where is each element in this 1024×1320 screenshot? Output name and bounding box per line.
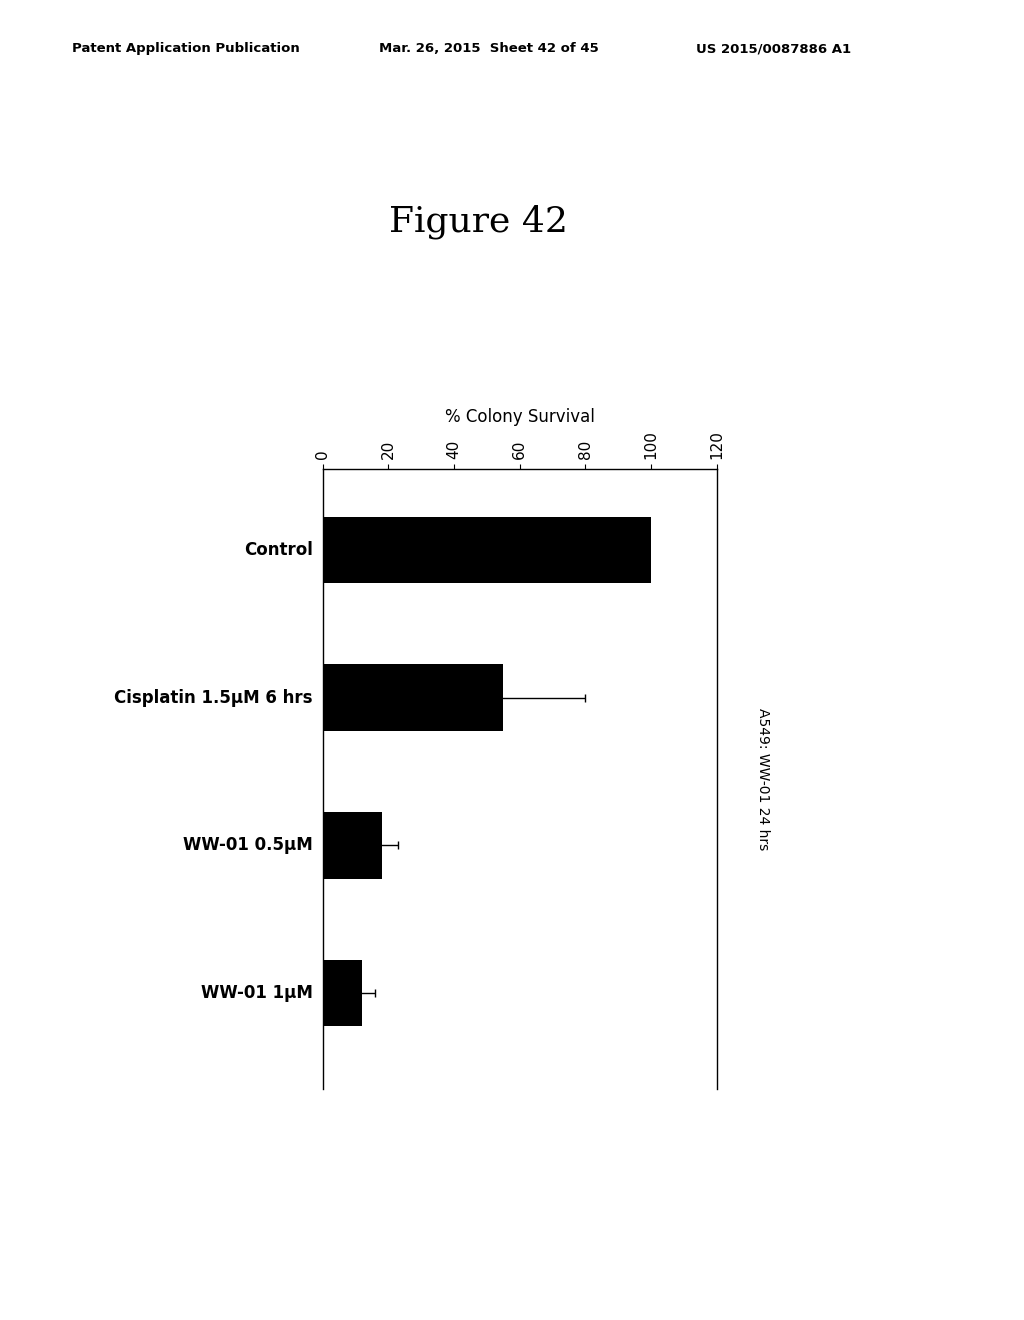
Text: Control: Control — [244, 541, 312, 558]
Bar — [323, 516, 651, 583]
Bar — [323, 960, 362, 1026]
Text: Patent Application Publication: Patent Application Publication — [72, 42, 299, 55]
Text: WW-01 0.5μM: WW-01 0.5μM — [183, 837, 312, 854]
Text: WW-01 1μM: WW-01 1μM — [201, 983, 312, 1002]
Bar — [323, 812, 382, 879]
X-axis label: % Colony Survival: % Colony Survival — [444, 408, 595, 425]
Text: US 2015/0087886 A1: US 2015/0087886 A1 — [696, 42, 851, 55]
Text: A549: WW-01 24 hrs: A549: WW-01 24 hrs — [756, 708, 770, 850]
Text: Figure 42: Figure 42 — [389, 205, 568, 239]
Text: Cisplatin 1.5μM 6 hrs: Cisplatin 1.5μM 6 hrs — [115, 689, 312, 706]
Text: Mar. 26, 2015  Sheet 42 of 45: Mar. 26, 2015 Sheet 42 of 45 — [379, 42, 599, 55]
Bar — [323, 664, 503, 731]
